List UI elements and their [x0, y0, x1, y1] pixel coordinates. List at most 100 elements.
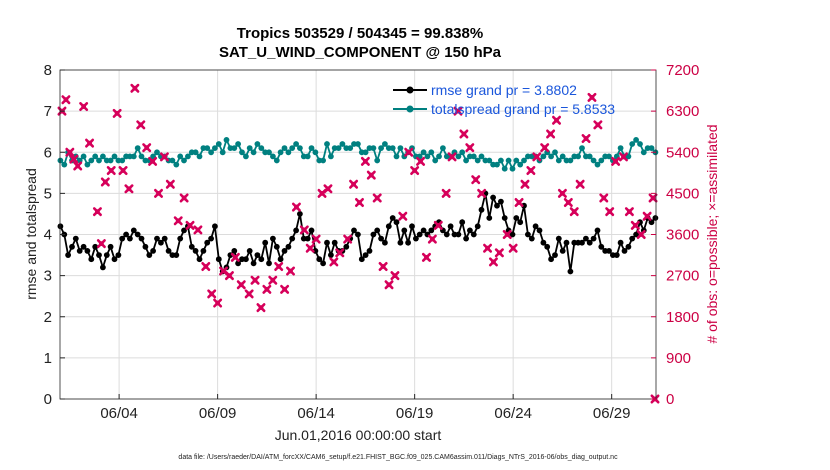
y-tick-label: 5: [44, 185, 52, 202]
point-assimilated: [526, 166, 536, 176]
point-spread: [633, 137, 639, 143]
point-spread: [397, 145, 404, 152]
assimilated-marker-core: [583, 136, 589, 141]
point-spread: [420, 149, 427, 156]
point-rmse: [467, 227, 473, 234]
y2-tick-label: 6300: [666, 103, 699, 120]
point-rmse: [72, 235, 79, 242]
point-spread: [250, 149, 257, 156]
point-rmse: [486, 215, 493, 221]
point-assimilated: [605, 207, 615, 217]
assimilated-marker-core: [81, 104, 87, 109]
assimilated-marker-core: [95, 209, 100, 215]
point-spread: [509, 165, 516, 172]
point-spread: [648, 145, 655, 152]
point-assimilated: [61, 95, 71, 105]
point-spread: [474, 157, 481, 164]
point-assimilated: [636, 230, 646, 239]
assimilated-marker-core: [187, 222, 193, 228]
point-spread: [513, 157, 520, 164]
assimilated-marker-core: [621, 154, 626, 160]
point-spread: [304, 153, 311, 160]
point-rmse: [540, 239, 547, 246]
point-spread: [521, 157, 527, 164]
point-rmse: [355, 231, 361, 238]
point-spread: [212, 145, 218, 152]
point-assimilated: [546, 129, 556, 139]
point-rmse: [366, 248, 373, 254]
point-rmse: [405, 239, 411, 246]
x-tick-label: 06/09: [199, 405, 237, 422]
point-assimilated: [372, 193, 382, 203]
assimilated-marker-core: [542, 145, 548, 151]
point-rmse: [509, 231, 516, 238]
point-spread: [335, 145, 342, 152]
point-assimilated: [136, 120, 146, 130]
point-spread: [328, 153, 334, 160]
point-rmse: [586, 239, 593, 246]
point-assimilated: [343, 234, 353, 244]
point-assimilated: [433, 220, 443, 230]
assimilated-marker-core: [627, 209, 632, 215]
assimilated-marker-core: [571, 209, 577, 215]
point-rmse: [358, 256, 365, 263]
x-axis-label: Jun.01,2016 00:00:00 start: [275, 427, 442, 443]
point-assimilated: [642, 211, 652, 221]
point-rmse: [343, 243, 350, 250]
point-spread: [254, 141, 261, 147]
assimilated-marker-core: [238, 282, 244, 288]
point-assimilated: [398, 211, 408, 221]
point-assimilated: [624, 207, 634, 217]
assimilated-marker-core: [418, 158, 423, 164]
point-rmse: [215, 256, 222, 263]
point-rmse: [532, 223, 539, 230]
y2-tick-label: 5400: [666, 144, 699, 161]
y2-tick-label: 0: [666, 391, 674, 408]
point-assimilated: [250, 275, 260, 285]
y-tick-label: 0: [44, 391, 52, 408]
point-rmse: [594, 227, 601, 234]
assimilated-marker-core: [522, 181, 528, 187]
point-spread: [424, 153, 431, 160]
point-spread: [606, 153, 612, 160]
assimilated-marker-core: [449, 154, 455, 160]
point-spread: [374, 157, 381, 164]
point-assimilated: [514, 198, 524, 208]
point-rmse: [370, 231, 377, 238]
point-rmse: [474, 223, 481, 230]
assimilated-marker-core: [181, 195, 187, 201]
assimilated-marker-core: [63, 97, 69, 103]
point-rmse: [629, 235, 636, 242]
y-tick-label: 6: [44, 144, 52, 161]
assimilated-marker-core: [288, 268, 293, 274]
point-assimilated: [618, 152, 628, 162]
point-spread: [107, 157, 114, 164]
chart-subtitle: SAT_U_WIND_COMPONENT @ 150 hPa: [219, 44, 502, 61]
assimilated-marker-core: [613, 158, 619, 164]
point-rmse: [88, 256, 95, 263]
point-assimilated: [427, 234, 437, 244]
assimilated-marker-core: [114, 111, 120, 116]
y-tick-label: 1: [44, 350, 52, 367]
point-assimilated: [106, 166, 116, 176]
point-spread: [88, 157, 95, 164]
point-assimilated: [494, 248, 504, 258]
point-rmse: [351, 227, 357, 234]
assimilated-marker-core: [126, 186, 132, 192]
point-assimilated: [193, 225, 203, 235]
point-assimilated: [213, 298, 223, 308]
point-assimilated: [360, 156, 370, 166]
point-rmse: [413, 235, 419, 242]
point-spread: [505, 157, 512, 164]
point-spread: [92, 153, 99, 160]
point-rmse: [258, 256, 265, 263]
point-spread: [277, 149, 284, 156]
point-spread: [436, 153, 442, 160]
assimilated-marker-core: [162, 154, 167, 160]
point-rmse: [200, 248, 207, 254]
point-spread: [393, 153, 400, 160]
assimilated-marker-core: [455, 108, 461, 114]
point-assimilated: [96, 239, 106, 249]
assimilated-marker-core: [380, 264, 386, 269]
point-rmse: [138, 235, 145, 242]
